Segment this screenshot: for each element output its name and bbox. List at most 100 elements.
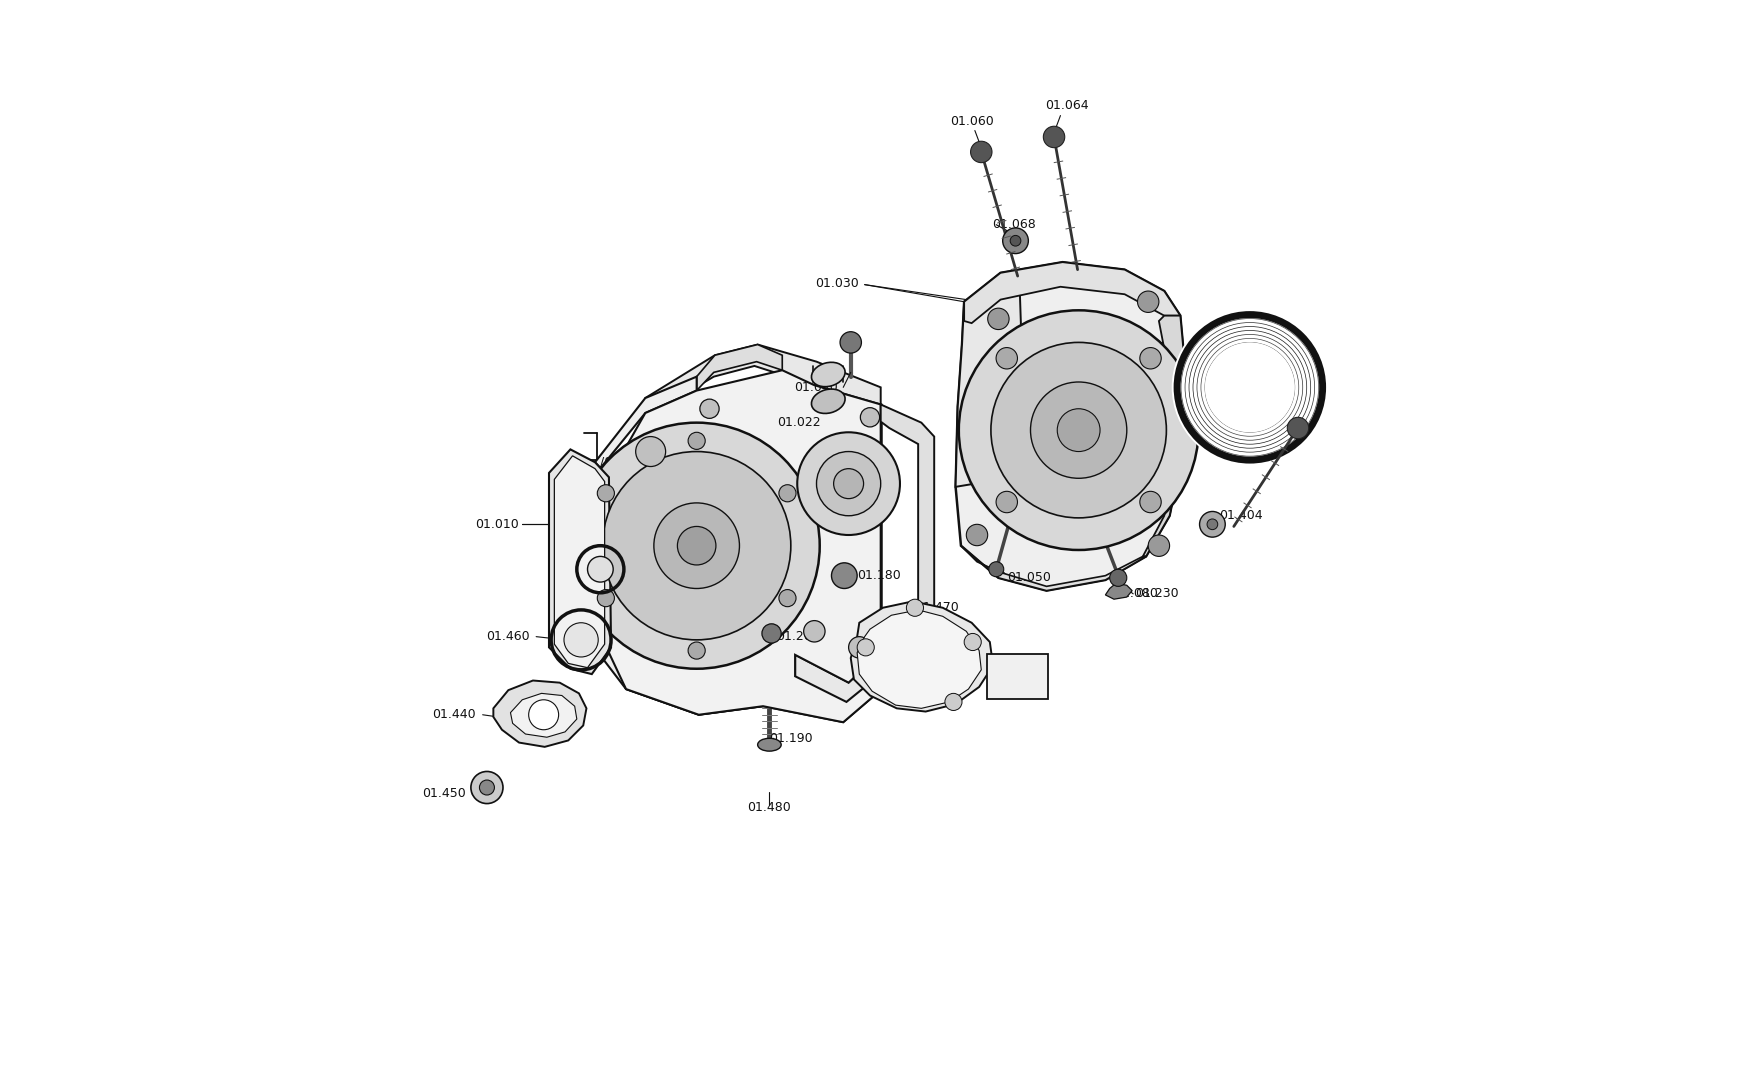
Circle shape	[816, 452, 880, 516]
Circle shape	[1109, 569, 1127, 586]
Circle shape	[1043, 126, 1064, 148]
Circle shape	[988, 308, 1009, 330]
Circle shape	[529, 700, 558, 730]
Circle shape	[995, 491, 1017, 513]
Polygon shape	[494, 681, 586, 747]
Polygon shape	[857, 610, 981, 708]
Polygon shape	[955, 280, 1021, 487]
Polygon shape	[645, 345, 880, 417]
Circle shape	[687, 432, 704, 449]
Circle shape	[588, 556, 612, 582]
Text: 01.030: 01.030	[816, 277, 859, 290]
Text: 01.460: 01.460	[485, 630, 529, 643]
Circle shape	[1057, 409, 1099, 452]
Text: 01.490: 01.490	[916, 655, 960, 668]
Circle shape	[1029, 382, 1127, 478]
Text: 01.180: 01.180	[857, 569, 901, 582]
Circle shape	[857, 639, 873, 656]
Polygon shape	[963, 262, 1179, 323]
Circle shape	[963, 633, 981, 651]
Circle shape	[1203, 342, 1294, 432]
Text: 01.404: 01.404	[1217, 509, 1263, 522]
Polygon shape	[696, 345, 783, 391]
Circle shape	[989, 342, 1165, 518]
Circle shape	[687, 642, 704, 659]
Polygon shape	[609, 640, 934, 722]
Circle shape	[1139, 491, 1160, 513]
Circle shape	[849, 637, 870, 658]
Circle shape	[654, 503, 739, 588]
Circle shape	[1207, 519, 1217, 530]
Circle shape	[779, 485, 795, 502]
Circle shape	[995, 348, 1017, 369]
Circle shape	[1198, 511, 1224, 537]
Circle shape	[944, 693, 962, 710]
Text: 01.070: 01.070	[1257, 370, 1301, 383]
Text: 01.470: 01.470	[915, 601, 958, 614]
Circle shape	[635, 437, 666, 467]
Circle shape	[833, 469, 863, 499]
Text: 01.220: 01.220	[1000, 689, 1043, 702]
Circle shape	[840, 332, 861, 353]
Polygon shape	[555, 456, 603, 668]
Text: 01.440: 01.440	[433, 708, 476, 721]
Circle shape	[471, 771, 503, 804]
Circle shape	[1287, 417, 1308, 439]
Ellipse shape	[810, 363, 845, 386]
Text: 01.260: 01.260	[776, 630, 819, 643]
Circle shape	[859, 408, 880, 427]
Text: 01.230: 01.230	[1136, 587, 1179, 600]
Polygon shape	[1104, 583, 1132, 599]
Circle shape	[958, 310, 1198, 550]
Circle shape	[596, 485, 614, 502]
Polygon shape	[510, 693, 577, 737]
Circle shape	[906, 599, 923, 616]
Text: 01.050: 01.050	[1007, 571, 1050, 584]
Circle shape	[1137, 291, 1158, 312]
Ellipse shape	[756, 738, 781, 751]
Circle shape	[1002, 228, 1028, 254]
Circle shape	[574, 423, 819, 669]
Circle shape	[480, 780, 494, 795]
Circle shape	[1139, 348, 1160, 369]
Circle shape	[1010, 235, 1021, 246]
Text: 01.068: 01.068	[991, 218, 1035, 231]
Text: 01.064: 01.064	[1045, 100, 1089, 112]
Text: 01.080: 01.080	[1113, 587, 1156, 600]
FancyBboxPatch shape	[986, 654, 1047, 699]
Circle shape	[965, 524, 988, 546]
Circle shape	[762, 624, 781, 643]
Polygon shape	[550, 449, 610, 674]
Circle shape	[676, 526, 715, 565]
Circle shape	[602, 452, 790, 640]
Text: 01.450: 01.450	[421, 788, 466, 800]
Text: 01.010: 01.010	[475, 518, 518, 531]
Polygon shape	[595, 377, 795, 715]
Polygon shape	[960, 546, 1146, 591]
Text: 01.100: 01.100	[1122, 443, 1165, 456]
Circle shape	[831, 563, 857, 589]
Polygon shape	[850, 601, 993, 712]
Text: 01.040: 01.040	[793, 381, 838, 394]
Circle shape	[1170, 309, 1327, 465]
Circle shape	[1148, 535, 1169, 556]
Circle shape	[803, 621, 824, 642]
Text: /020: /020	[600, 563, 628, 576]
Text: 01.060: 01.060	[949, 116, 993, 128]
Text: /010: /010	[600, 456, 628, 469]
Text: 01.190: 01.190	[769, 732, 812, 745]
Circle shape	[970, 141, 991, 163]
Circle shape	[596, 590, 614, 607]
Circle shape	[563, 623, 598, 657]
Text: 01.022: 01.022	[777, 416, 821, 429]
Circle shape	[988, 562, 1003, 577]
Ellipse shape	[810, 389, 845, 413]
Polygon shape	[955, 262, 1184, 591]
Circle shape	[699, 399, 718, 418]
Circle shape	[796, 432, 899, 535]
Text: 01.480: 01.480	[748, 801, 791, 814]
Polygon shape	[1143, 316, 1184, 556]
Polygon shape	[880, 404, 934, 704]
Circle shape	[779, 590, 795, 607]
Polygon shape	[609, 370, 880, 722]
